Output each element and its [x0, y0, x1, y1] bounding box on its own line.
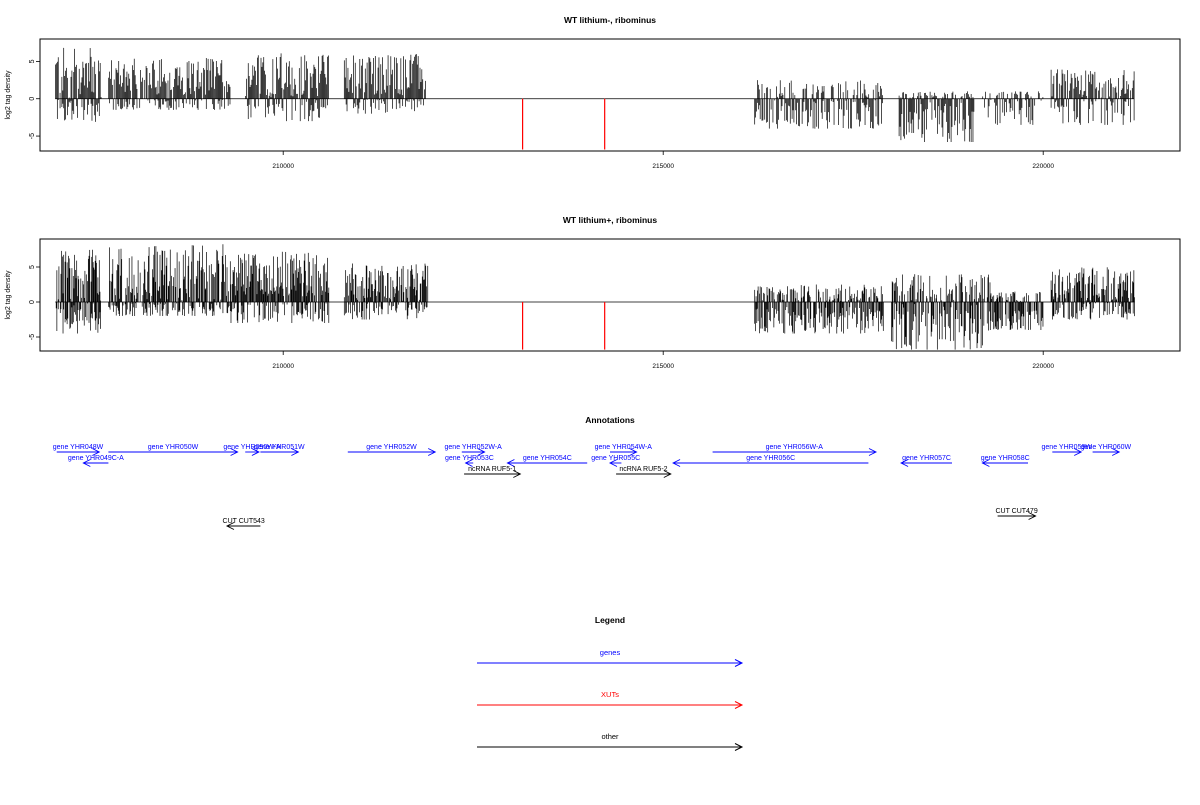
x-tick-label: 210000 [272, 163, 294, 170]
axes: -5 0 5 210000 215000 220000 [29, 265, 1135, 370]
feature-arrowhead [672, 459, 681, 467]
feature-label: CUT CUT479 [995, 508, 1037, 515]
signal-bars [55, 244, 1135, 350]
panel-title: WT lithium-, ribominus [564, 15, 656, 25]
feature-label: CUT CUT543 [223, 518, 265, 525]
feature-arrowhead [513, 470, 522, 478]
feature-label: gene YHR054W-A [595, 444, 653, 451]
legend-label: other [601, 732, 619, 741]
feature-arrowhead [427, 448, 437, 456]
y-tick-label: 5 [29, 265, 36, 269]
signal-bars [55, 47, 1135, 143]
feature-label: gene YHR057C [902, 455, 951, 462]
xut-marks [521, 302, 606, 350]
feature-arrowhead [506, 459, 515, 467]
panel-title: WT lithium+, ribominus [563, 215, 657, 225]
legend-title: Legend [595, 615, 625, 625]
feature-label: gene YHR058C [981, 455, 1030, 462]
feature-label: gene YHR053C [445, 455, 494, 462]
feature-arrowhead [477, 448, 486, 456]
plot-frame [39, 238, 1181, 352]
feature-arrowhead [1028, 512, 1037, 520]
feature-arrowhead [900, 459, 909, 467]
annotation-features: gene YHR048W gene YHR049C-A gene YHR050W ge… [53, 444, 1132, 530]
y-axis-label: log2 tag density [5, 70, 12, 120]
legend-label: genes [600, 648, 621, 657]
feature-arrowhead [608, 459, 618, 467]
feature-label: gene YHR049C-A [68, 455, 124, 462]
feature-label: gene YHR048W [53, 444, 104, 451]
panel-lithium-plus: WT lithium+, ribominus log2 tag density … [5, 215, 1181, 370]
feature-arrowhead [291, 448, 300, 456]
y-tick-label: 5 [29, 59, 36, 63]
feature-label: gene YHR054C [523, 455, 572, 462]
y-axis-label: log2 tag density [5, 270, 12, 320]
y-tick-label: -5 [29, 334, 36, 340]
feature-arrowhead [230, 448, 239, 456]
legend-arrowhead [734, 659, 744, 667]
feature-label: gene YHR052W-A [445, 444, 503, 451]
feature-label: ncRNA RUF5-2 [619, 466, 667, 473]
feature-arrowhead [868, 448, 878, 456]
legend-arrowhead [734, 701, 744, 709]
feature-label: gene YHR051W [254, 444, 305, 451]
x-tick-label: 215000 [652, 363, 674, 370]
feature-arrowhead [82, 459, 91, 467]
feature-arrowhead [92, 448, 101, 456]
legend-items: genes XUTs other [477, 648, 744, 751]
feature-label: gene YHR052W [366, 444, 417, 451]
xut-marks [521, 98, 606, 150]
x-tick-label: 220000 [1032, 163, 1054, 170]
x-tick-label: 220000 [1032, 363, 1054, 370]
feature-arrowhead [663, 470, 672, 478]
plot-frame [39, 38, 1181, 152]
y-tick-label: 0 [29, 300, 36, 304]
x-tick-label: 215000 [652, 163, 674, 170]
feature-label: gene YHR059W [1042, 444, 1093, 451]
panel-lithium-minus: WT lithium-, ribominus log2 tag density … [5, 15, 1181, 170]
feature-label: gene YHR056C [746, 455, 795, 462]
feature-arrowhead [629, 448, 638, 456]
feature-label: gene YHR060W [1081, 444, 1132, 451]
x-tick-label: 210000 [272, 363, 294, 370]
feature-label: gene YHR050W [148, 444, 199, 451]
feature-arrowhead [1073, 448, 1083, 456]
feature-label: ncRNA RUF5-1 [468, 466, 516, 473]
y-tick-label: 0 [29, 97, 36, 101]
legend-arrowhead [734, 743, 744, 751]
feature-arrowhead [981, 459, 990, 467]
feature-arrowhead [225, 522, 235, 530]
feature-label: gene YHR055C [591, 455, 640, 462]
feature-arrowhead [464, 459, 473, 467]
y-tick-label: -5 [29, 133, 36, 139]
feature-arrowhead [1111, 448, 1121, 456]
legend-label: XUTs [601, 690, 619, 699]
legend: Legend genes XUTs other [477, 615, 744, 751]
feature-label: gene YHR050W-A [223, 444, 281, 451]
annotations-title: Annotations [585, 415, 635, 425]
feature-label: gene YHR056W-A [766, 444, 824, 451]
feature-arrowhead [251, 448, 260, 456]
